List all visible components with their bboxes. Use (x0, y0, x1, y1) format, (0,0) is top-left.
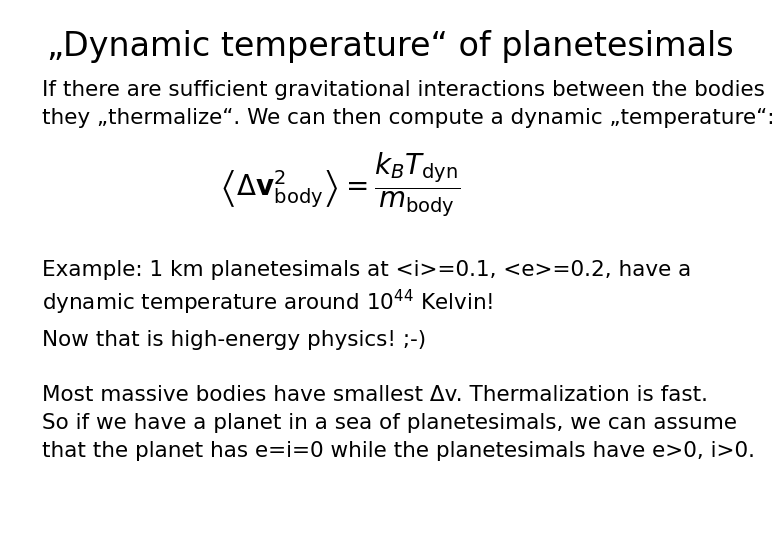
Text: Most massive bodies have smallest Δv. Thermalization is fast.: Most massive bodies have smallest Δv. Th… (42, 385, 708, 405)
Text: they „thermalize“. We can then compute a dynamic „temperature“:: they „thermalize“. We can then compute a… (42, 108, 775, 128)
Text: Now that is high-energy physics! ;-): Now that is high-energy physics! ;-) (42, 330, 426, 350)
Text: „Dynamic temperature“ of planetesimals: „Dynamic temperature“ of planetesimals (47, 30, 733, 63)
Text: So if we have a planet in a sea of planetesimals, we can assume: So if we have a planet in a sea of plane… (42, 413, 737, 433)
Text: If there are sufficient gravitational interactions between the bodies: If there are sufficient gravitational in… (42, 80, 765, 100)
Text: $\left\langle \Delta \mathbf{v}^{2}_{\mathrm{body}} \right\rangle = \dfrac{k_B T: $\left\langle \Delta \mathbf{v}^{2}_{\ma… (219, 151, 461, 219)
Text: dynamic temperature around 10$^{44}$ Kelvin!: dynamic temperature around 10$^{44}$ Kel… (42, 288, 493, 317)
Text: that the planet has e=i=0 while the planetesimals have e>0, i>0.: that the planet has e=i=0 while the plan… (42, 441, 755, 461)
Text: Example: 1 km planetesimals at <i>=0.1, <e>=0.2, have a: Example: 1 km planetesimals at <i>=0.1, … (42, 260, 691, 280)
